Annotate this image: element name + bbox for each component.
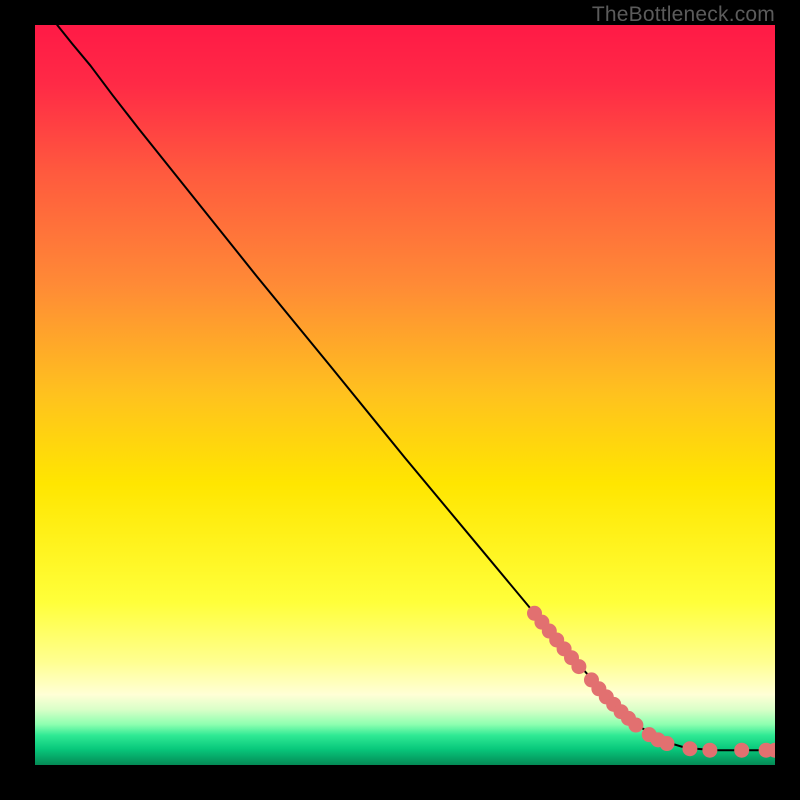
data-marker <box>629 718 643 732</box>
data-marker <box>703 743 717 757</box>
data-marker <box>683 742 697 756</box>
data-marker <box>572 660 586 674</box>
data-marker <box>660 737 674 751</box>
chart-frame: TheBottleneck.com <box>0 0 800 800</box>
plot-area <box>35 25 775 765</box>
chart-overlay <box>35 25 775 765</box>
data-marker <box>735 743 749 757</box>
curve-line <box>57 25 775 750</box>
watermark-text: TheBottleneck.com <box>592 3 775 27</box>
